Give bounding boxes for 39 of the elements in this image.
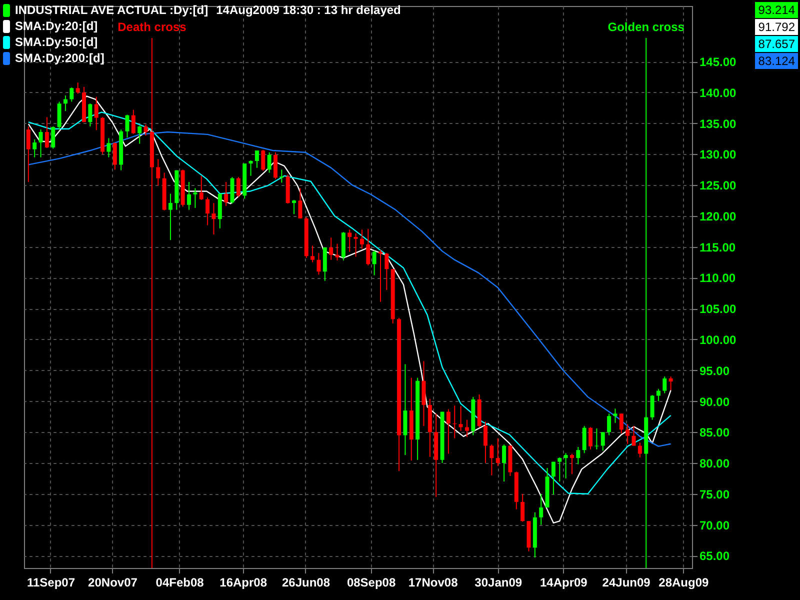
y-tick-label: 70.00	[700, 518, 730, 532]
y-tick-label: 80.00	[700, 456, 730, 471]
x-tick-label: 26Jun08	[282, 576, 330, 590]
x-tick-label: 17Nov08	[408, 576, 458, 590]
y-tick-label: 140.00	[700, 86, 737, 100]
y-tick-label: 130.00	[700, 148, 737, 162]
y-tick-label: 100.00	[700, 332, 737, 347]
legend-label: SMA:Dy:20:[d]	[15, 18, 98, 34]
x-tick-label: 30Jan09	[474, 576, 522, 590]
y-tick-label: 95.00	[700, 364, 730, 378]
legend-label: SMA:Dy:50:[d]	[15, 34, 98, 50]
x-tick-label: 14Apr09	[540, 576, 588, 590]
x-tick-label: 16Apr08	[220, 576, 268, 590]
y-tick-label: 65.00	[700, 549, 730, 564]
x-tick-label: 04Feb08	[156, 576, 204, 590]
y-tick-label: 120.00	[700, 209, 737, 224]
ref-line-label: Golden cross	[608, 20, 685, 34]
x-tick-label: 24Jun09	[602, 576, 651, 590]
text: 91.792	[755, 19, 798, 35]
text: 87.657	[755, 36, 798, 52]
y-tick-label: 105.00	[700, 302, 737, 316]
y-tick-label: 115.00	[700, 240, 736, 254]
legend-label: SMA:Dy:200:[d]	[15, 50, 104, 66]
x-tick-label: 11Sep07	[26, 576, 76, 590]
y-tick-label: 85.00	[700, 426, 730, 440]
y-tick-label: 75.00	[700, 487, 730, 502]
x-tick-label: 28Aug09	[658, 576, 710, 590]
legend-label: INDUSTRIAL AVE ACTUAL :Dy:[d]	[15, 2, 208, 18]
x-tick-label: 20Nov07	[88, 576, 138, 590]
text: 93.214	[755, 2, 798, 18]
y-tick-label: 110.00	[700, 271, 736, 286]
y-tick-label: 145.00	[700, 55, 737, 70]
ref-line-label: Death cross	[118, 20, 187, 34]
y-tick-label: 135.00	[700, 116, 737, 131]
x-tick-label: 08Sep08	[346, 576, 396, 590]
annotation: 14Aug2009 18:30 : 13 hr delayed	[216, 2, 401, 18]
y-tick-label: 125.00	[700, 178, 737, 193]
y-tick-label: 90.00	[700, 394, 730, 409]
text: 83.124	[755, 53, 798, 69]
